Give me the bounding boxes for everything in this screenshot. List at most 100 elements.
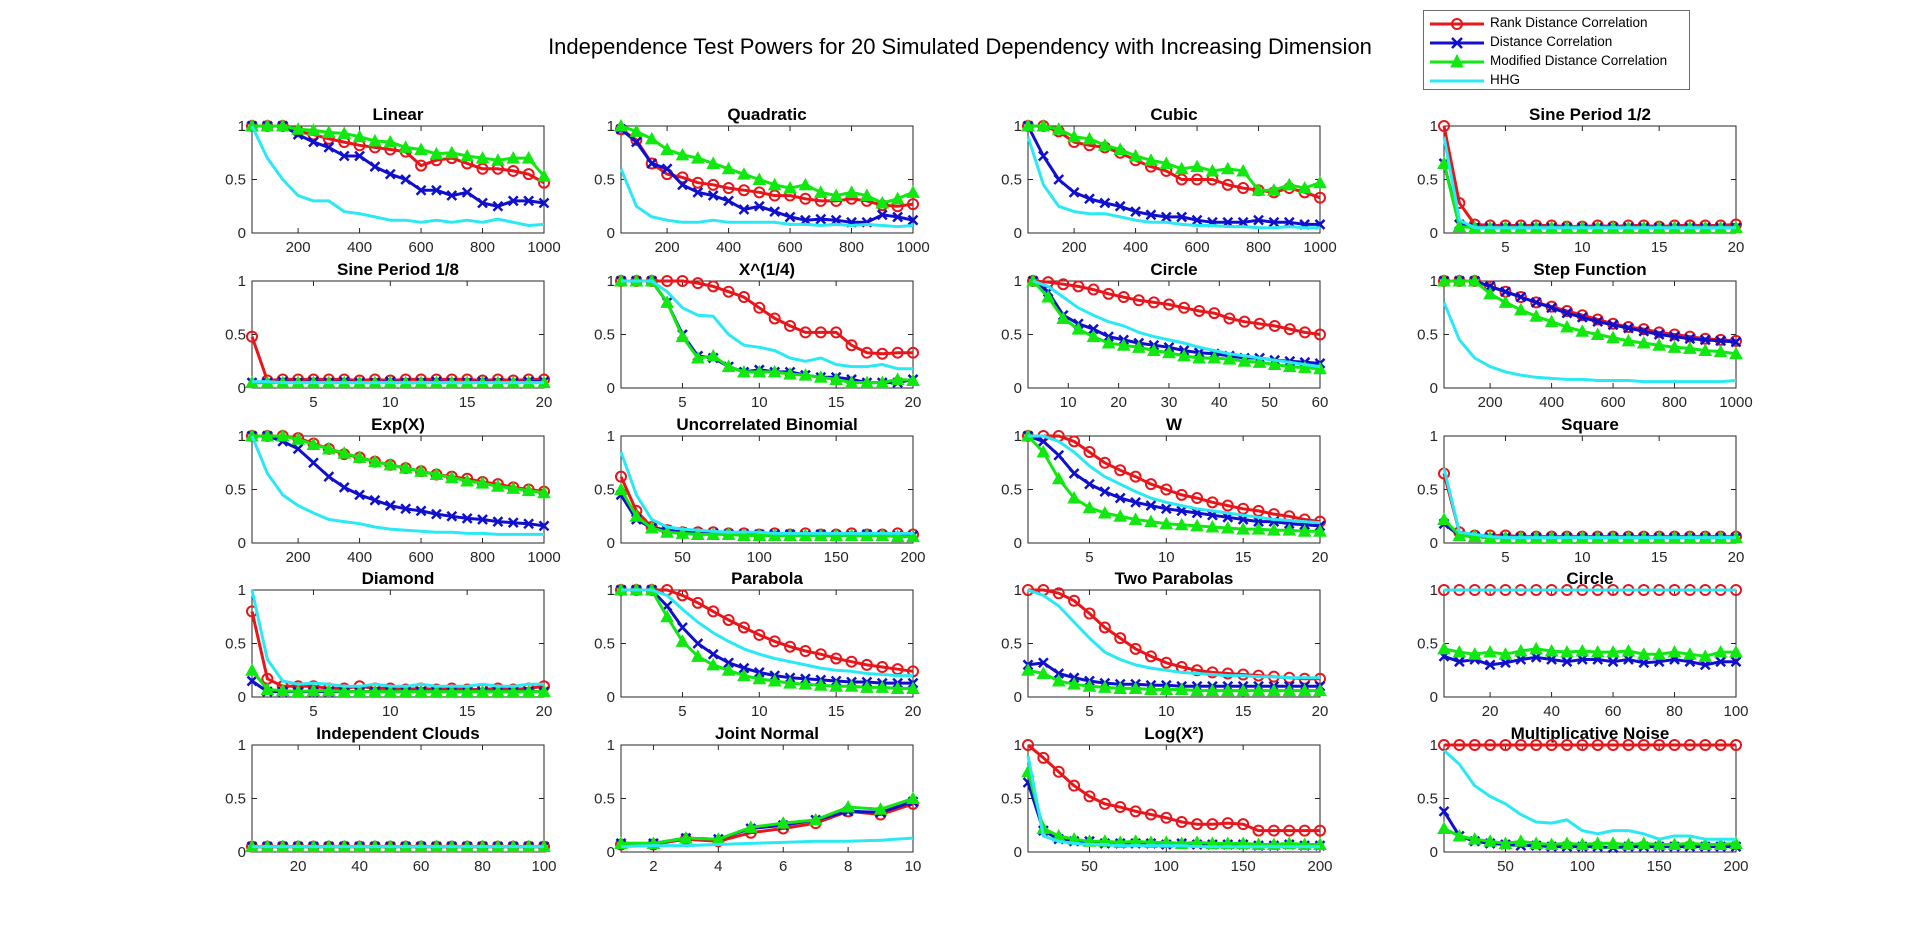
data-point: [1637, 739, 1650, 751]
data-point: [1483, 286, 1497, 300]
data-point: [1147, 343, 1161, 357]
series-line: [621, 279, 913, 371]
data-point: [1282, 683, 1297, 697]
data-point: [507, 164, 520, 177]
data-point: [1467, 832, 1482, 845]
data-point: [873, 802, 888, 815]
x-tick-label: 200: [286, 549, 311, 566]
data-point: [1438, 120, 1450, 132]
data-point: [1437, 273, 1451, 287]
data-point: [415, 159, 428, 172]
data-point: [1653, 329, 1665, 340]
data-point: [291, 432, 305, 445]
data-point: [1251, 683, 1266, 697]
data-point: [1438, 805, 1450, 817]
data-point: [1098, 621, 1111, 634]
data-point: [308, 457, 319, 469]
data-point: [1683, 739, 1696, 751]
data-point: [1623, 322, 1634, 334]
data-point: [1267, 357, 1282, 370]
data-point: [1174, 161, 1189, 175]
data-point: [1621, 837, 1636, 851]
data-point: [275, 428, 290, 442]
legend: Rank Distance Correlation Distance Corre…: [1423, 10, 1690, 90]
data-point: [1606, 645, 1620, 658]
x-tick-label: 200: [1307, 858, 1332, 875]
data-point: [753, 301, 766, 314]
y-tick-label: 1: [1430, 582, 1438, 599]
data-point: [384, 500, 396, 511]
data-point: [1453, 656, 1465, 668]
data-point: [691, 596, 704, 609]
data-point: [1237, 354, 1252, 367]
data-point: [614, 482, 628, 495]
data-point: [1220, 520, 1235, 534]
data-point: [1437, 156, 1451, 169]
data-point: [752, 364, 767, 378]
data-point: [476, 162, 489, 175]
data-point: [1144, 808, 1157, 821]
data-point: [444, 470, 459, 484]
data-point: [784, 211, 796, 223]
data-point: [1037, 150, 1049, 162]
data-point: [1128, 512, 1143, 525]
data-point: [1130, 206, 1141, 217]
y-tick-label: 0: [1430, 535, 1438, 552]
data-point: [321, 441, 336, 455]
data-point: [829, 188, 844, 202]
series-line: [1442, 467, 1736, 540]
data-point: [1160, 656, 1173, 669]
subplot: W00.515 10 15 20: [1001, 415, 1328, 566]
data-point: [1698, 343, 1713, 357]
data-point: [306, 683, 321, 697]
data-point: [692, 638, 704, 649]
y-tick-label: 1: [1014, 428, 1022, 445]
plot-area: [251, 125, 545, 234]
data-point: [1206, 496, 1219, 509]
data-point: [1144, 153, 1158, 166]
x-tick-label: 600: [409, 549, 434, 566]
subplot: Circle 0 0.5 1 10 20 30 40 50 60: [1001, 260, 1328, 411]
data-point: [1638, 325, 1650, 337]
data-point: [1667, 645, 1682, 658]
x-tick-label: 15: [1235, 703, 1252, 720]
data-point: [890, 191, 905, 205]
x-tick-label: 1000: [1719, 394, 1752, 411]
data-point: [1036, 118, 1051, 132]
data-point: [799, 326, 812, 339]
data-point: [1051, 471, 1066, 485]
data-point: [431, 508, 442, 520]
subplot: Sine Period 1/800.515 10 15 20: [225, 260, 552, 411]
y-tick-label: 0: [1014, 380, 1022, 397]
x-tick-label: 2: [649, 858, 657, 875]
data-point: [753, 200, 765, 212]
data-point: [1561, 307, 1573, 319]
data-point: [753, 186, 766, 199]
data-point: [1220, 683, 1235, 697]
y-tick-label: 0.5: [1001, 172, 1022, 189]
y-tick-label: 1: [238, 118, 246, 135]
data-point: [830, 652, 843, 665]
data-point: [829, 679, 844, 692]
data-point: [1097, 680, 1112, 693]
data-point: [1297, 181, 1312, 194]
data-point: [1575, 643, 1590, 657]
x-tick-label: 5: [1501, 239, 1509, 256]
data-point: [506, 481, 521, 494]
data-point: [292, 443, 304, 455]
data-point: [1144, 682, 1158, 696]
data-point: [707, 648, 719, 660]
data-point: [875, 375, 890, 389]
data-point: [1713, 344, 1728, 358]
data-point: [1683, 836, 1697, 849]
subplot: X^(1/4)00.515 10 15 20: [594, 260, 921, 411]
subplot-title: Sine Period 1/8: [337, 260, 459, 279]
data-point: [1636, 836, 1651, 849]
data-point: [460, 148, 475, 162]
data-point: [1452, 828, 1467, 842]
data-point: [1067, 677, 1081, 690]
data-point: [644, 520, 659, 534]
data-point: [1575, 324, 1590, 337]
x-tick-label: 10: [751, 394, 768, 411]
legend-marker-triangle-icon: [1430, 53, 1484, 68]
